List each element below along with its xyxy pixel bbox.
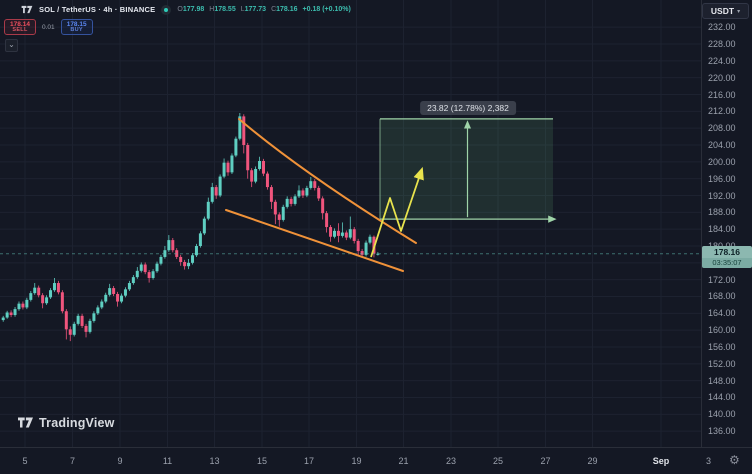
tradingview-logo-icon [18,417,33,428]
price-axis-label: 148.00 [708,375,736,386]
time-axis-label: 21 [398,456,409,466]
price-axis-label: 172.00 [708,274,736,285]
low-label: L [240,6,245,13]
close-label: C [271,6,277,13]
open-value: 177.98 [182,6,205,13]
price-axis-label: 188.00 [708,207,736,218]
trade-panel: 178.14 SELL 0.01 178.15 BUY [4,19,93,35]
buy-button[interactable]: 178.15 BUY [60,19,93,35]
price-axis-label: 204.00 [708,140,736,150]
price-axis-label: 224.00 [708,55,736,66]
tradingview-logo-icon [21,5,33,14]
sell-label: SELL [12,26,28,33]
time-axis-label: 7 [69,456,76,466]
price-axis-label: 208.00 [708,123,736,134]
buy-label: BUY [70,26,83,33]
time-axis-label: 11 [162,456,173,466]
time-axis-label: 5 [22,456,28,466]
gear-icon[interactable]: ⚙ [729,453,740,467]
price-axis-label: 184.00 [708,224,736,235]
symbol-title[interactable]: SOL / TetherUS · 4h · BINANCE [39,5,156,14]
tradingview-watermark[interactable]: TradingView [17,415,115,430]
sell-button[interactable]: 178.14 SELL [4,19,36,35]
price-axis-label: 212.00 [708,106,736,117]
price-axis-label: 192.00 [708,190,736,201]
currency-label: USDT [710,6,735,16]
price-axis-label: 220.00 [708,72,736,83]
time-axis-label: 13 [209,456,220,466]
price-axis[interactable]: 232.00 228.00 224.00 220.00 216.00 212.00 208.… [701,0,752,447]
spread-value: 0.01 [42,23,55,31]
price-axis-label: 216.00 [708,89,736,100]
price-range-label[interactable]: 23.82 (12.78%) 2,382 [420,101,516,115]
time-axis-label: 29 [587,456,598,466]
sell-price: 178.14 [10,20,30,28]
price-axis-label: 144.00 [708,392,736,403]
time-axis-label: 25 [492,456,504,466]
buy-price: 178.15 [66,20,87,28]
symbol-header: SOL / TetherUS · 4h · BINANCE O177.98 H1… [21,4,351,15]
price-axis-label: 228.00 [708,39,736,49]
close-value: 178.16 [276,6,298,13]
change-value: +0.18 (+0.10%) [302,6,351,13]
time-axis[interactable]: 5 7 9 11 13 15 17 19 21 23 25 27 29 Sep 3 [0,447,752,474]
price-axis-label: 164.00 [708,308,736,319]
price-axis-label: 160.00 [708,325,736,336]
time-axis-label: 15 [256,456,268,466]
open-label: O [177,6,183,13]
candlestick-series [1,113,380,342]
high-label: H [209,6,215,13]
collapse-trade-panel-button[interactable]: ⌄ [5,39,18,52]
time-axis-label: Sep [652,456,670,466]
price-axis-label: 156.00 [708,341,736,352]
currency-selector[interactable]: USDT ▾ [702,3,749,19]
price-range-box[interactable] [379,118,557,223]
high-value: 178.55 [214,6,236,13]
price-axis-label: 136.00 [708,426,736,437]
price-axis-label: 196.00 [708,173,736,184]
time-axis-label: 9 [117,456,123,466]
current-price-value: 178.16 [702,246,752,258]
price-axis-label: 152.00 [708,358,736,369]
watermark-text: TradingView [39,415,115,430]
trendline-drawings[interactable] [225,118,424,272]
price-axis-label: 140.00 [708,409,736,420]
bar-countdown: 03:35:07 [702,258,752,268]
time-axis-label: 19 [351,456,362,466]
price-axis-label: 168.00 [708,291,736,302]
time-axis-label: 3 [705,456,712,466]
ohlc-values: O177.98 H178.55 L177.73 C178.16 +0.18 (+… [177,6,350,13]
time-axis-label: 23 [445,456,457,466]
market-status-icon[interactable] [161,4,172,15]
time-axis-label: 17 [303,456,315,466]
current-price-label: 178.16 03:35:07 [702,246,752,268]
price-axis-label: 232.00 [708,22,736,33]
low-value: 177.73 [244,6,267,13]
chevron-down-icon: ▾ [737,8,741,15]
time-axis-label: 27 [540,456,551,466]
price-axis-label: 200.00 [708,156,736,167]
